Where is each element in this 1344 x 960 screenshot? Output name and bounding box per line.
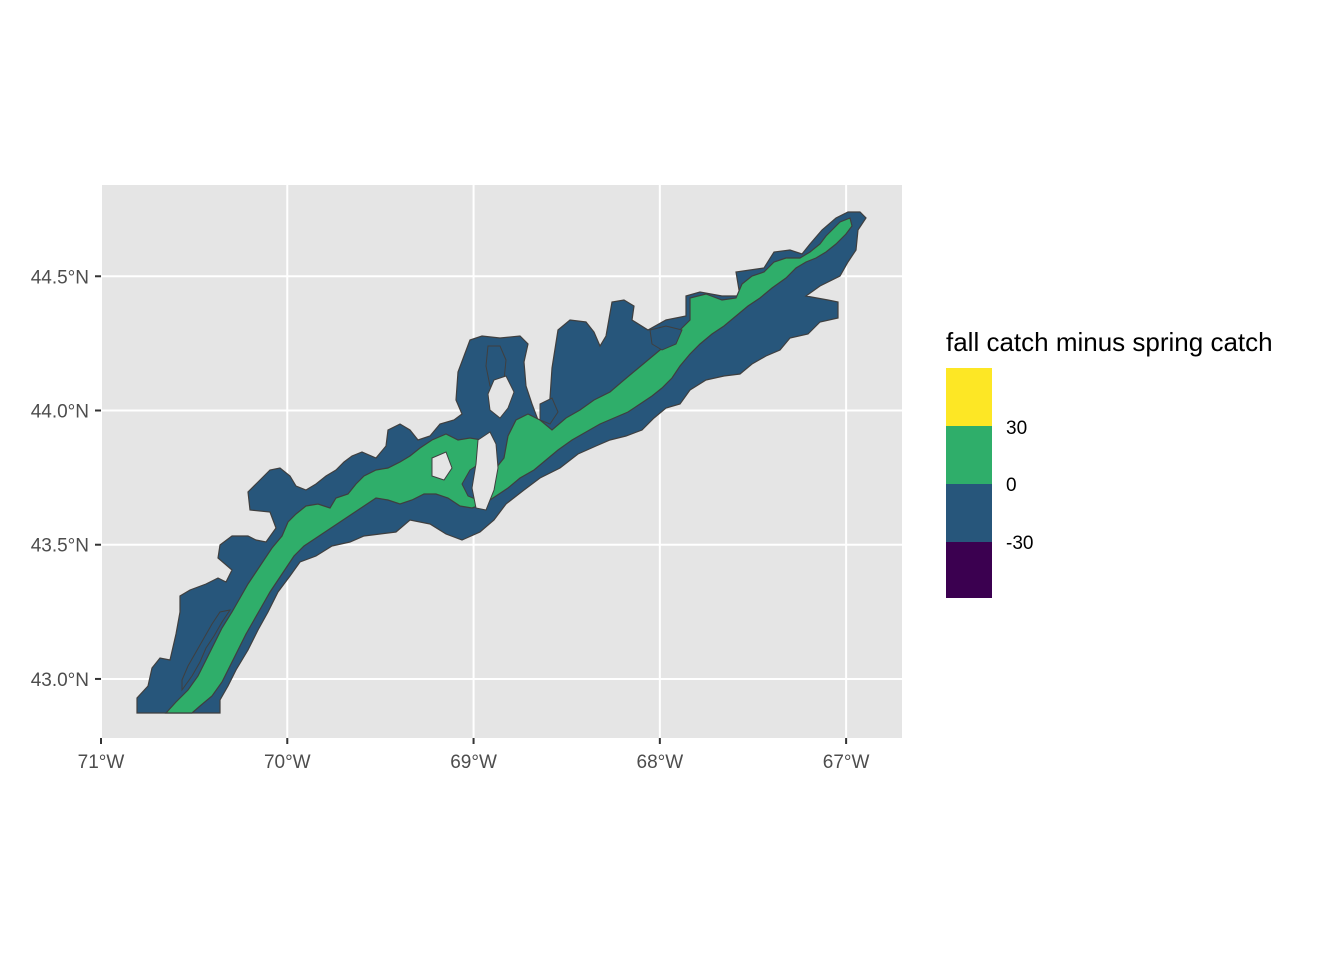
legend-swatch-top (946, 368, 992, 426)
legend-swatch-bottom (946, 542, 992, 598)
legend-label: -30 (1006, 533, 1033, 554)
region-hole (431, 451, 453, 481)
x-tick-label: 69°W (450, 752, 497, 773)
y-tick-label: 44.5°N (31, 267, 89, 288)
x-tick-label: 67°W (823, 752, 870, 773)
catch-region (136, 211, 867, 714)
region-negative-patch (539, 397, 559, 425)
y-tick-label: 43.0°N (31, 670, 89, 691)
legend-label: 30 (1006, 418, 1027, 439)
legend-swatch-lower (946, 484, 992, 542)
region-positive-band (164, 217, 853, 714)
region-hole (471, 431, 499, 511)
region-negative-patch (649, 325, 683, 351)
y-tick-label: 43.5°N (31, 536, 89, 557)
region-hole (487, 375, 515, 419)
legend-swatch-upper (946, 426, 992, 484)
x-tick-label: 68°W (637, 752, 684, 773)
region-negative-patch (181, 609, 232, 692)
y-tick-label: 44.0°N (31, 401, 89, 422)
legend-label: 0 (1006, 475, 1017, 496)
x-tick-label: 71°W (78, 752, 125, 773)
x-tick-label: 70°W (264, 752, 311, 773)
y-axis: 43.0°N 43.5°N 44.0°N 44.5°N (31, 267, 101, 691)
x-axis: 71°W 70°W 69°W 68°W 67°W (78, 738, 870, 773)
legend-title: fall catch minus spring catch (946, 327, 1273, 357)
legend: fall catch minus spring catch 30 0 -30 (946, 327, 1273, 598)
